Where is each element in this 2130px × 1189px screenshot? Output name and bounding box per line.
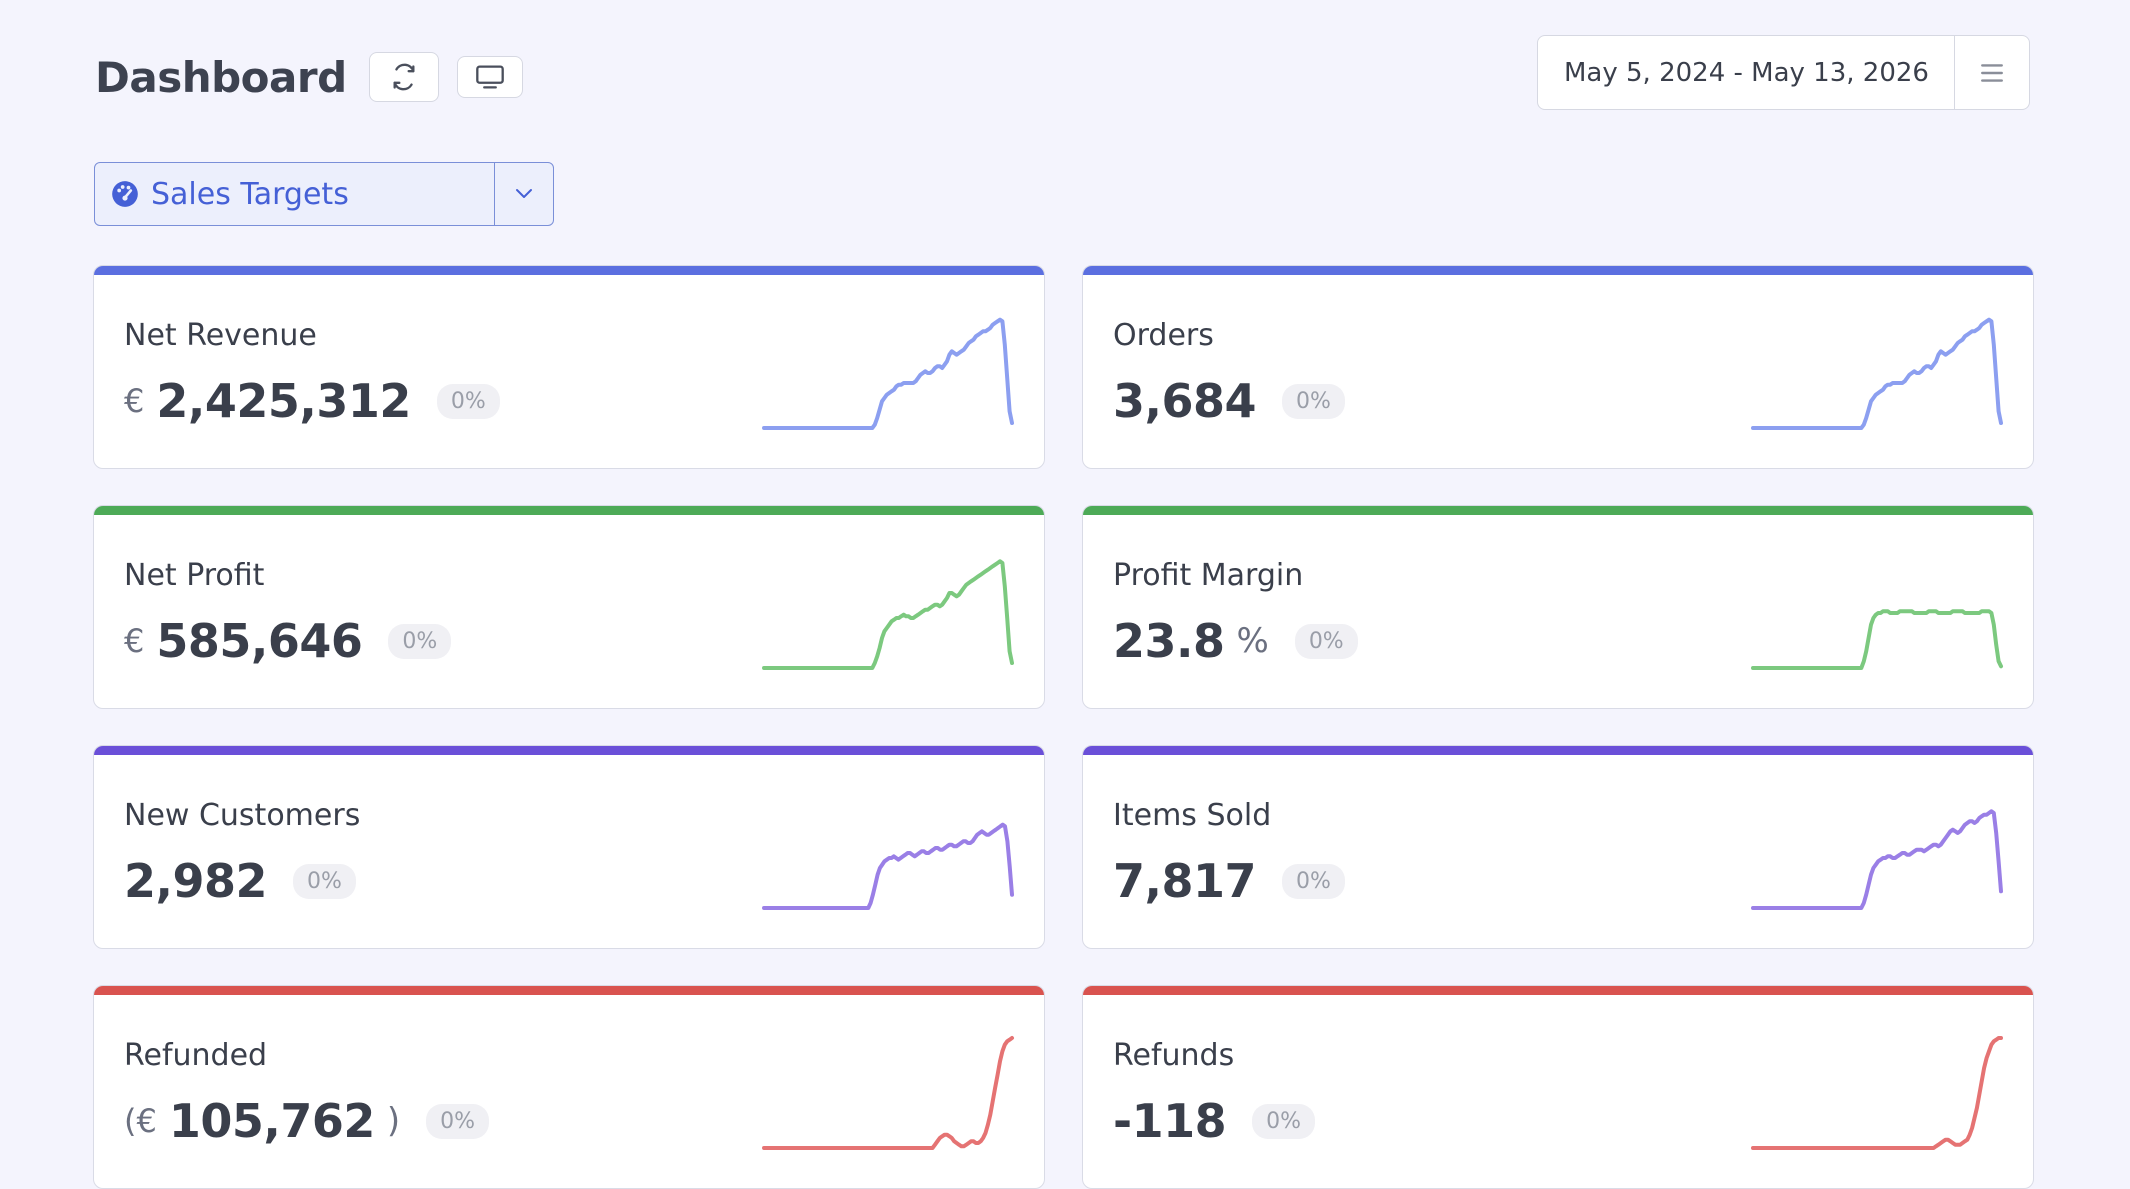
kpi-card-label: Orders (1113, 318, 1214, 353)
report-selector-dropdown-button[interactable] (494, 163, 553, 225)
sparkline-path (1751, 809, 2003, 910)
kpi-card-label: Net Profit (124, 558, 265, 593)
kpi-card-change-badge: 0% (1294, 623, 1358, 659)
kpi-card-sparkline (762, 559, 1014, 670)
refresh-button[interactable] (368, 52, 439, 102)
chevron-down-icon (516, 189, 532, 198)
date-range-picker[interactable]: May 5, 2024 - May 13, 2026 (1537, 35, 2030, 110)
kpi-card-sparkline (762, 822, 1014, 910)
kpi-card-change-badge: 0% (436, 383, 500, 419)
kpi-card-label: Refunded (124, 1038, 268, 1073)
kpi-card-accent-bar (1083, 506, 2033, 515)
kpi-card-value: 3,684 (1113, 374, 1257, 428)
kpi-card-refunded[interactable]: Refunded (€ 105,762) 0% (93, 985, 1045, 1189)
kpi-card-sparkline (1751, 1036, 2003, 1150)
kpi-card-change-badge: 0% (1282, 863, 1345, 899)
kpi-card-accent-bar (94, 266, 1044, 275)
sparkline-path (1751, 609, 2003, 670)
date-range-label[interactable]: May 5, 2024 - May 13, 2026 (1564, 57, 1929, 88)
kpi-card-new-customers[interactable]: New Customers 2,982 0% (93, 745, 1045, 949)
kpi-card-change-badge: 0% (388, 623, 452, 659)
header: Dashboard (95, 52, 541, 102)
report-selector-label: Sales Targets (151, 176, 349, 212)
monitor-icon (475, 65, 504, 89)
fullscreen-button[interactable] (456, 56, 523, 98)
kpi-card-sparkline (1751, 317, 2003, 430)
kpi-card-change-badge: 0% (293, 863, 356, 899)
kpi-card-value-row: €2,425,312 0% (124, 374, 500, 428)
gauge-icon (112, 181, 138, 207)
kpi-card-value: 7,817 (1113, 854, 1257, 908)
kpi-card-sparkline (762, 317, 1014, 430)
page-title: Dashboard (95, 52, 347, 102)
menu-icon (1981, 63, 2003, 82)
kpi-card-accent-bar (94, 506, 1044, 515)
kpi-card-accent-bar (94, 986, 1044, 995)
report-selector-main[interactable]: Sales Targets (95, 163, 494, 225)
sparkline-path (762, 559, 1014, 670)
kpi-card-currency: € (124, 622, 145, 660)
kpi-card-items-sold[interactable]: Items Sold 7,817 0% (1082, 745, 2034, 949)
kpi-card-change-badge: 0% (1282, 383, 1345, 419)
kpi-card-value: 2,982 (124, 854, 268, 908)
kpi-card-label: Profit Margin (1113, 558, 1304, 593)
kpi-card-value-row: 3,684 0% (1113, 374, 1345, 428)
kpi-card-sparkline (1751, 609, 2003, 670)
kpi-card-unit: % (1236, 621, 1269, 661)
sparkline-path (762, 1036, 1014, 1150)
kpi-card-label: Net Revenue (124, 318, 317, 353)
kpi-card-refunds[interactable]: Refunds -118 0% (1082, 985, 2034, 1189)
kpi-card-value: 2,425,312 (156, 374, 411, 428)
report-selector[interactable]: Sales Targets (94, 162, 554, 226)
sparkline-path (1751, 317, 2003, 430)
kpi-card-accent-bar (1083, 266, 2033, 275)
kpi-card-value: 23.8 (1113, 614, 1225, 668)
kpi-card-sparkline (1751, 809, 2003, 910)
kpi-card-accent-bar (1083, 746, 2033, 755)
sparkline-path (762, 822, 1014, 910)
date-range-menu-button[interactable] (1954, 36, 2029, 109)
kpi-card-accent-bar (1083, 986, 2033, 995)
kpi-card-currency: € (124, 382, 145, 420)
kpi-card-value-row: 2,982 0% (124, 854, 356, 908)
sparkline-path (762, 317, 1014, 430)
kpi-card-accent-bar (94, 746, 1044, 755)
kpi-card-label: New Customers (124, 798, 361, 833)
kpi-card-label: Refunds (1113, 1038, 1235, 1073)
kpi-card-value-row: 7,817 0% (1113, 854, 1345, 908)
kpi-card-net-profit[interactable]: Net Profit €585,646 0% (93, 505, 1045, 709)
kpi-card-sparkline (762, 1036, 1014, 1150)
kpi-card-profit-margin[interactable]: Profit Margin 23.8% 0% (1082, 505, 2034, 709)
refresh-icon (393, 63, 415, 91)
kpi-card-value-row: 23.8% 0% (1113, 614, 1358, 668)
kpi-card-net-revenue[interactable]: Net Revenue €2,425,312 0% (93, 265, 1045, 469)
kpi-card-value: 585,646 (156, 614, 363, 668)
kpi-card-orders[interactable]: Orders 3,684 0% (1082, 265, 2034, 469)
kpi-card-value-row: €585,646 0% (124, 614, 452, 668)
kpi-card-label: Items Sold (1113, 798, 1272, 833)
sparkline-path (1751, 1036, 2003, 1150)
